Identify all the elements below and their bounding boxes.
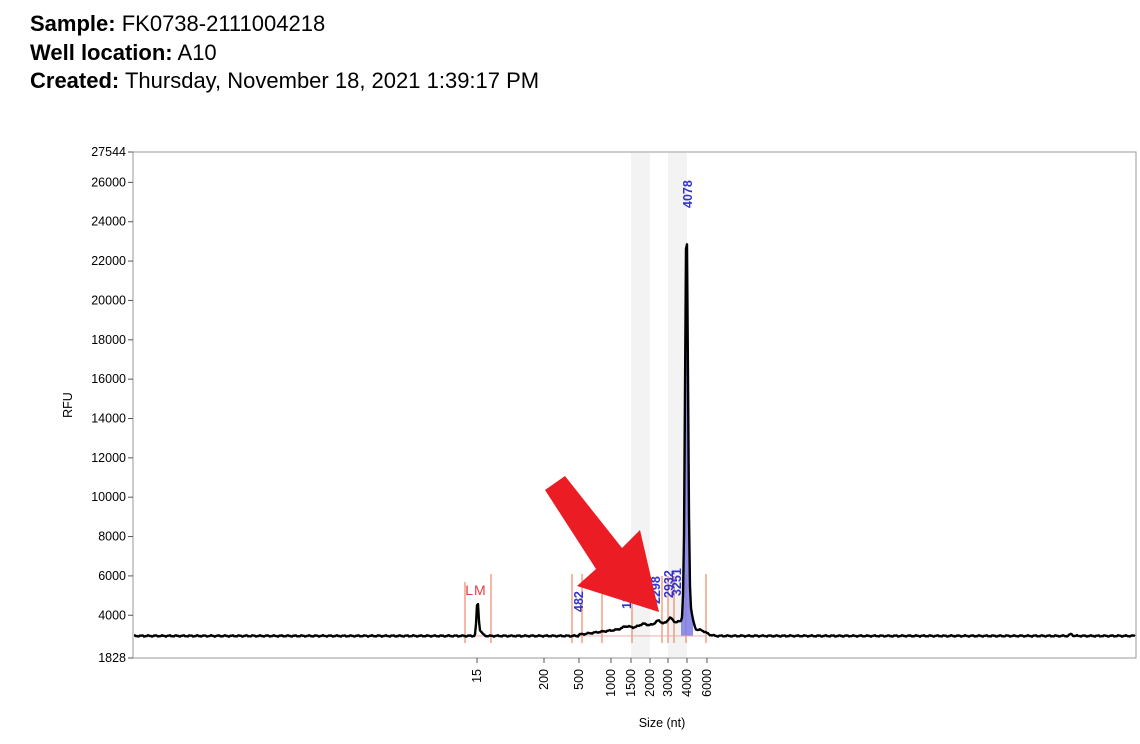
sample-value: FK0738-2111004218 — [121, 11, 326, 36]
y-axis-label: RFU — [61, 392, 75, 418]
x-tick-label: 15 — [470, 669, 484, 683]
sample-header: Sample: FK0738-2111004218 Well location:… — [30, 10, 539, 96]
trace-line — [133, 243, 1136, 638]
peak-label: 3251 — [670, 568, 684, 596]
y-tick-label: 4000 — [98, 608, 126, 622]
shade-band — [631, 153, 650, 657]
x-tick-label: 4000 — [680, 669, 694, 697]
y-tick-label: 1828 — [98, 651, 126, 665]
y-tick-label: 10000 — [91, 490, 126, 504]
y-tick-label: 20000 — [91, 293, 126, 307]
x-tick-label: 200 — [537, 669, 551, 690]
peak-label: 2932 — [662, 570, 676, 598]
lower-marker-label: LM — [465, 582, 486, 598]
x-axis-label: Size (nt) — [639, 716, 686, 730]
plot-frame — [132, 151, 1137, 659]
x-tick-label: 1000 — [604, 669, 618, 697]
x-tick-label: 2000 — [643, 669, 657, 697]
y-tick-label: 26000 — [91, 175, 126, 189]
y-tick-label: 18000 — [91, 333, 126, 347]
x-tick-label: 6000 — [700, 669, 714, 697]
y-tick-label: 24000 — [91, 215, 126, 229]
annotation-arrow — [545, 476, 659, 612]
well-line: Well location: A10 — [30, 39, 539, 68]
well-label: Well location: — [30, 39, 173, 65]
y-tick-label: 8000 — [98, 530, 126, 544]
y-tick-label: 22000 — [91, 254, 126, 268]
y-tick-label: 12000 — [91, 451, 126, 465]
x-tick-label: 500 — [572, 669, 586, 690]
created-line: Created: Thursday, November 18, 2021 1:3… — [30, 67, 539, 96]
peak-label: 482 — [572, 591, 586, 612]
y-tick-label: 14000 — [91, 411, 126, 425]
created-label: Created: — [30, 68, 120, 93]
x-tick-label: 3000 — [661, 669, 675, 697]
sample-line: Sample: FK0738-2111004218 — [30, 10, 539, 39]
created-value: Thursday, November 18, 2021 1:39:17 PM — [124, 68, 540, 93]
peak-label: 4078 — [681, 180, 695, 208]
y-tick-label: 6000 — [98, 569, 126, 583]
y-tick-label: 27544 — [91, 145, 126, 159]
y-tick-label: 16000 — [91, 372, 126, 386]
shade-band — [668, 153, 687, 657]
well-value: A10 — [177, 39, 217, 65]
sample-label: Sample: — [30, 11, 116, 36]
x-tick-label: 1500 — [624, 669, 638, 697]
